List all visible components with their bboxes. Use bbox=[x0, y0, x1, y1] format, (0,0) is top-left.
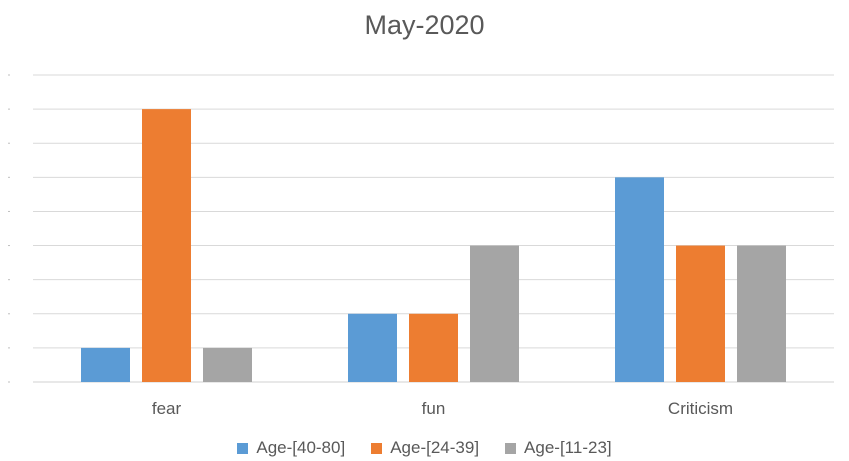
bar-criticism-series-2 bbox=[676, 245, 725, 382]
bar-fun-series-2 bbox=[409, 313, 458, 382]
legend-item: Age-[40-80] bbox=[237, 438, 345, 458]
category-label: fear bbox=[152, 399, 182, 418]
bar-criticism-series-3 bbox=[737, 245, 786, 382]
legend-label: Age-[11-23] bbox=[524, 438, 612, 457]
legend-swatch bbox=[371, 442, 383, 454]
bar-fear-series-2 bbox=[142, 109, 191, 382]
legend-swatch bbox=[237, 442, 249, 454]
legend-swatch bbox=[505, 442, 517, 454]
bar-criticism-series-1 bbox=[615, 177, 664, 382]
category-label: fun bbox=[422, 399, 446, 418]
bar-fear-series-1 bbox=[81, 347, 130, 382]
legend-item: Age-[24-39] bbox=[371, 438, 479, 458]
legend: Age-[40-80] Age-[24-39] Age-[11-23] bbox=[0, 438, 849, 458]
legend-item: Age-[11-23] bbox=[505, 438, 612, 458]
chart-title: May-2020 bbox=[364, 10, 485, 40]
legend-label: Age-[24-39] bbox=[390, 438, 480, 457]
bar-fun-series-1 bbox=[348, 313, 397, 382]
bars bbox=[81, 109, 786, 382]
bar-fun-series-3 bbox=[470, 245, 519, 382]
category-labels: fear fun Criticism bbox=[152, 399, 733, 418]
legend-label: Age-[40-80] bbox=[256, 438, 346, 457]
category-label: Criticism bbox=[668, 399, 733, 418]
bar-fear-series-3 bbox=[203, 347, 252, 382]
